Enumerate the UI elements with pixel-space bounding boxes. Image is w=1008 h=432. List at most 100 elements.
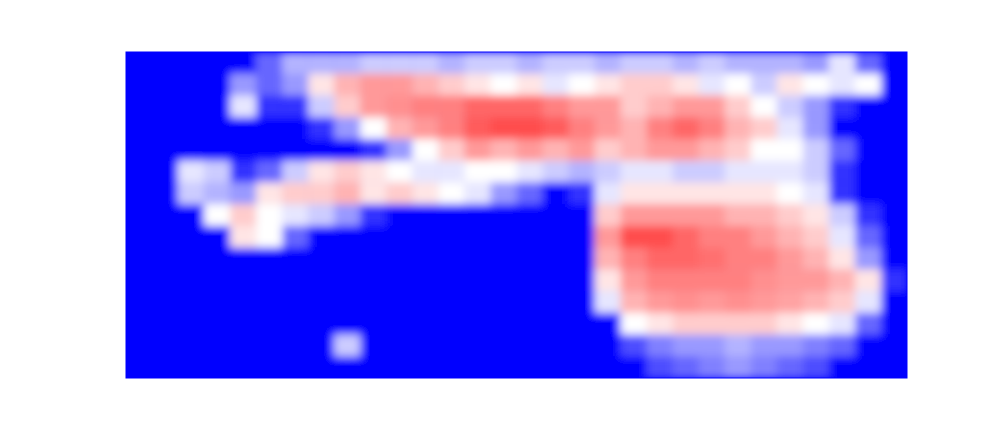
heatmap-cell: [308, 291, 335, 313]
heatmap-cell: [517, 335, 544, 357]
heatmap-cell: [256, 139, 283, 161]
heatmap-cell: [152, 356, 179, 378]
heatmap-cell: [569, 161, 596, 183]
heatmap-cell: [777, 74, 804, 96]
heatmap-cell: [386, 52, 413, 74]
heatmap-cell: [360, 313, 387, 335]
heatmap-cell: [543, 204, 570, 226]
heatmap-cell: [881, 182, 907, 204]
heatmap-cell: [230, 226, 257, 248]
heatmap-cell: [386, 182, 413, 204]
heatmap-cell: [829, 313, 856, 335]
heatmap-cell: [230, 52, 257, 74]
heatmap-cell: [412, 248, 439, 270]
heatmap-cell: [282, 226, 309, 248]
heatmap-cell: [308, 313, 335, 335]
heatmap-cell: [334, 356, 361, 378]
heatmap-cell: [386, 356, 413, 378]
heatmap-cell: [334, 182, 361, 204]
heatmap-cell: [412, 74, 439, 96]
heatmap-cell: [751, 74, 778, 96]
plot-area: [126, 52, 907, 378]
heatmap-cell: [595, 291, 622, 313]
heatmap-cell: [829, 52, 856, 74]
heatmap-cell: [412, 182, 439, 204]
heatmap-cell: [412, 161, 439, 183]
heatmap-cell: [855, 74, 882, 96]
heatmap-cell: [881, 291, 907, 313]
heatmap-cell: [751, 313, 778, 335]
heatmap-cell: [777, 161, 804, 183]
heatmap-cell: [490, 117, 517, 139]
heatmap-cell: [490, 313, 517, 335]
heatmap-cell: [360, 356, 387, 378]
heatmap-cell: [829, 139, 856, 161]
heatmap-cell: [360, 139, 387, 161]
heatmap-cell: [621, 226, 648, 248]
heatmap-cell: [855, 95, 882, 117]
heatmap-cell: [178, 291, 205, 313]
heatmap-cell: [881, 269, 907, 291]
heatmap-cell: [464, 95, 491, 117]
heatmap-cell: [360, 95, 387, 117]
heatmap-cell: [178, 52, 205, 74]
heatmap-cell: [777, 356, 804, 378]
heatmap-cell: [438, 117, 465, 139]
heatmap-cell: [517, 226, 544, 248]
heatmap-cell: [595, 182, 622, 204]
heatmap-cell: [673, 248, 700, 270]
heatmap-cell: [230, 95, 257, 117]
heatmap-cell: [621, 204, 648, 226]
heatmap-cell: [464, 74, 491, 96]
heatmap-cell: [855, 291, 882, 313]
heatmap-cell: [725, 161, 752, 183]
heatmap-cell: [829, 226, 856, 248]
heatmap-cell: [282, 182, 309, 204]
heatmap-cell: [438, 356, 465, 378]
heatmap-cell: [569, 95, 596, 117]
heatmap-cell: [621, 182, 648, 204]
heatmap-cell: [595, 269, 622, 291]
heatmap-cell: [464, 291, 491, 313]
heatmap-cell: [647, 95, 674, 117]
heatmap-cell: [334, 313, 361, 335]
heatmap-cell: [126, 356, 153, 378]
heatmap-cell: [334, 139, 361, 161]
heatmap-cell: [725, 335, 752, 357]
heatmap-cell: [438, 291, 465, 313]
heatmap-cell: [282, 204, 309, 226]
plot-frame: [126, 52, 907, 378]
heatmap-cell: [490, 52, 517, 74]
plot-background: [126, 52, 907, 378]
heatmap-cell: [386, 95, 413, 117]
heatmap-cell: [803, 161, 830, 183]
heatmap-cell: [881, 161, 907, 183]
heatmap-cell: [282, 74, 309, 96]
heatmap-cell: [569, 248, 596, 270]
heatmap-cell: [360, 248, 387, 270]
heatmap-cell: [621, 95, 648, 117]
heatmap-cell: [464, 335, 491, 357]
heatmap-cell: [204, 335, 231, 357]
heatmap-cell: [699, 335, 726, 357]
heatmap-cell: [256, 95, 283, 117]
heatmap-cell: [517, 74, 544, 96]
heatmap-cell: [517, 161, 544, 183]
heatmap-cell: [178, 161, 205, 183]
heatmap-cell: [803, 52, 830, 74]
heatmap-cell: [543, 74, 570, 96]
heatmap-cell: [204, 313, 231, 335]
heatmap-cell: [777, 117, 804, 139]
heatmap-cell: [725, 95, 752, 117]
heatmap-cell: [178, 182, 205, 204]
heatmap-cell: [490, 248, 517, 270]
heatmap-cell: [647, 356, 674, 378]
heatmap-cell: [230, 335, 257, 357]
heatmap-cell: [777, 313, 804, 335]
heatmap-cell: [595, 74, 622, 96]
heatmap-cell: [126, 117, 153, 139]
heatmap-cell: [517, 356, 544, 378]
heatmap-cell: [464, 139, 491, 161]
heatmap-cell: [855, 204, 882, 226]
heatmap-cell: [126, 182, 153, 204]
